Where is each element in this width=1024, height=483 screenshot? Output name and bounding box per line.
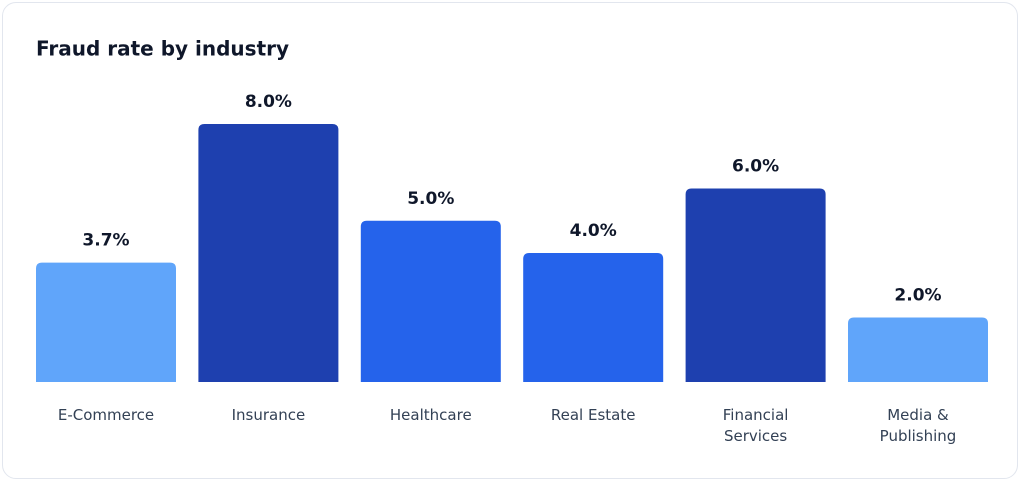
bar	[523, 253, 664, 382]
value-label: 8.0%	[245, 92, 292, 112]
value-label: 4.0%	[570, 221, 617, 241]
x-tick-label: Media & Publishing	[879, 406, 957, 445]
bar	[36, 262, 176, 382]
chart-title: Fraud rate by industry	[36, 37, 289, 61]
card	[2, 2, 1018, 479]
bar	[198, 124, 339, 382]
value-label: 6.0%	[732, 157, 779, 177]
x-tick-label: Real Estate	[550, 406, 636, 424]
bar	[685, 188, 826, 382]
x-tick-label: Healthcare	[389, 406, 472, 424]
bar	[360, 220, 501, 382]
x-tick-label: Insurance	[231, 406, 306, 424]
value-label: 5.0%	[407, 189, 454, 209]
x-tick-label: E-Commerce	[57, 406, 155, 424]
value-label: 2.0%	[894, 286, 941, 306]
bar	[848, 317, 988, 382]
value-label: 3.7%	[82, 231, 129, 251]
x-tick-label: Financial Services	[722, 406, 789, 445]
